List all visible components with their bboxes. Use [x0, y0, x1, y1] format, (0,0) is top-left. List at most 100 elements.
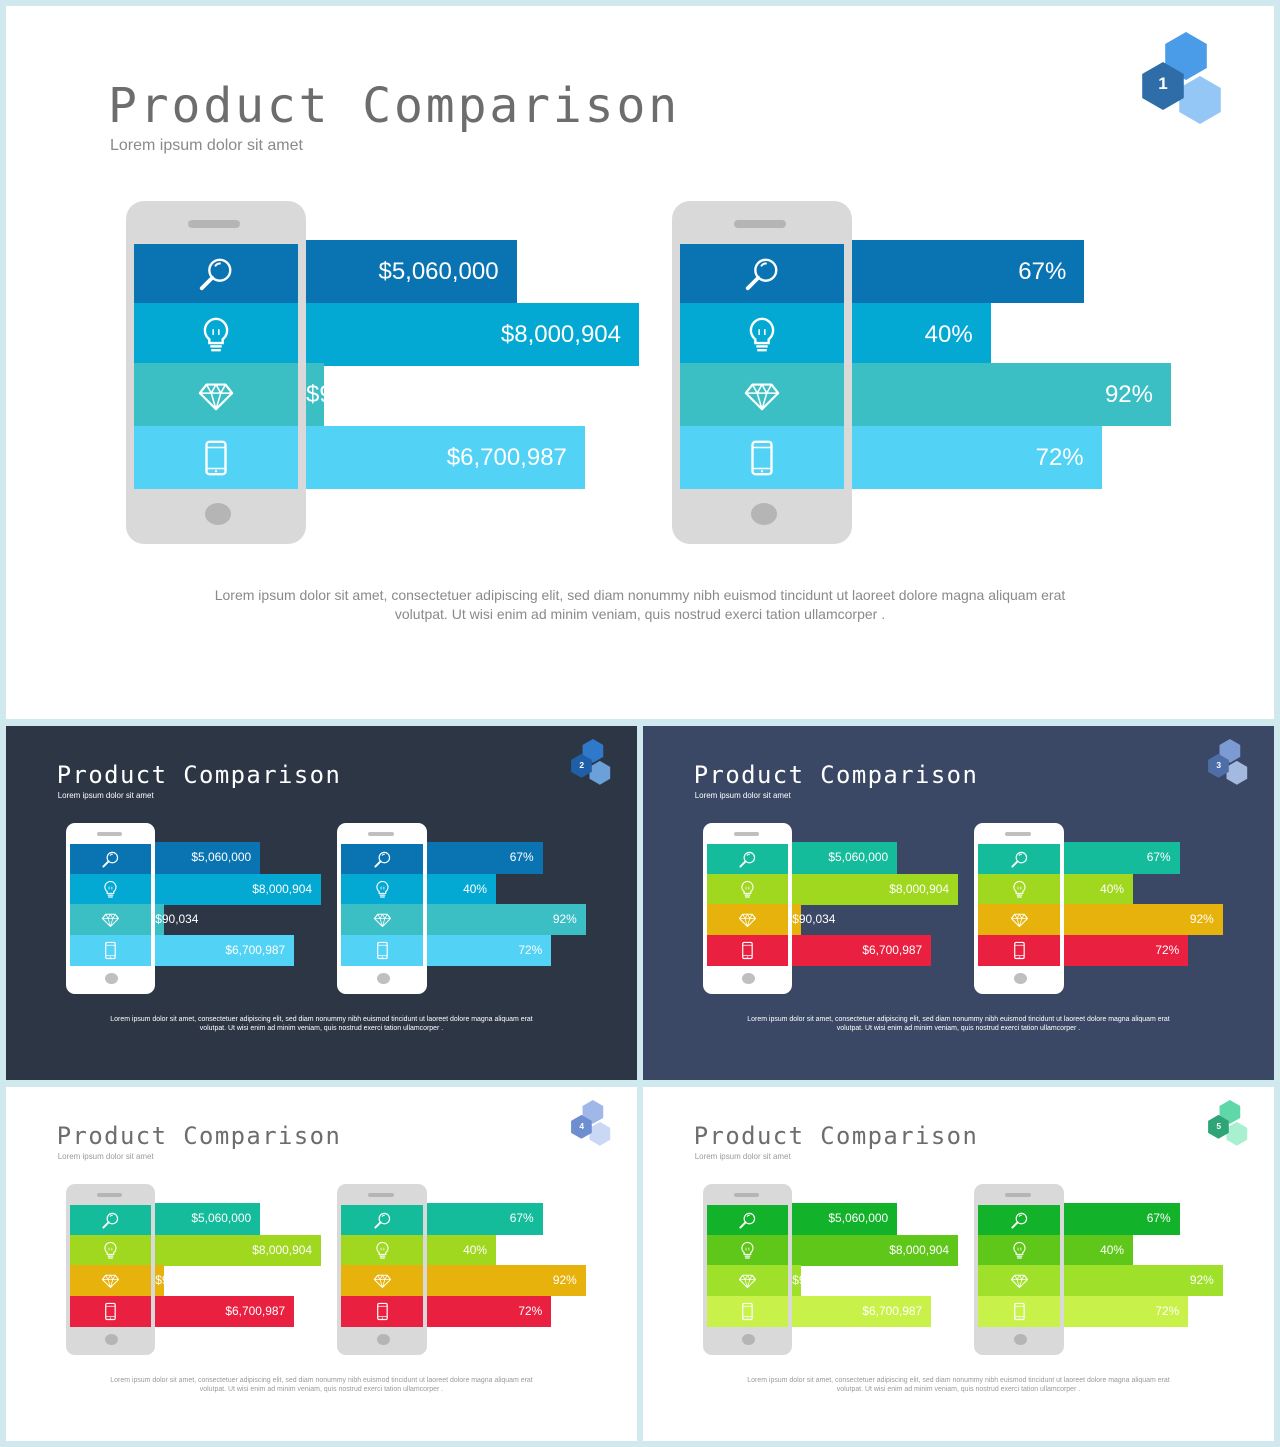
- body-line-1: Lorem ipsum dolor sit amet, consectetuer…: [110, 1015, 533, 1023]
- search-row-icon-cell: [978, 844, 1060, 874]
- diamond-row-icon-cell: [978, 903, 1060, 935]
- bar-mobile: 72%: [852, 426, 1102, 489]
- phone-home-button: [742, 973, 755, 985]
- bar-mobile: 72%: [426, 1296, 552, 1328]
- lightbulb-row-icon-cell: [978, 873, 1060, 906]
- bar-search: $5,060,000: [792, 1203, 898, 1235]
- slide-title: Product Comparison: [693, 760, 979, 789]
- bar-lightbulb: $8,000,904: [306, 303, 639, 366]
- bar-mobile: $6,700,987: [792, 935, 932, 967]
- slide-2: Product Comparison Lorem ipsum dolor sit …: [6, 726, 637, 1080]
- bar-diamond: $90,034: [306, 363, 393, 426]
- bar-search: 67%: [426, 842, 543, 874]
- bar-search: 67%: [426, 1203, 543, 1235]
- mobile-row-icon-cell: [978, 1296, 1060, 1328]
- diamond-row-icon-cell: [706, 1264, 789, 1296]
- mobile-row-icon-cell: [69, 935, 152, 967]
- bar-search: $5,060,000: [306, 240, 517, 303]
- bar-lightbulb: 40%: [852, 303, 991, 366]
- search-icon: [743, 255, 781, 293]
- bar-lightbulb: 40%: [1063, 1234, 1133, 1267]
- bar-lightbulb: 40%: [426, 1234, 496, 1267]
- bar-mobile: $6,700,987: [155, 1296, 295, 1328]
- search-icon: [738, 1211, 757, 1230]
- mobile-row-icon-cell: [69, 1296, 152, 1328]
- mobile-row-icon-cell: [134, 426, 298, 489]
- diamond-row-icon-cell: [341, 1264, 423, 1296]
- mobile-icon: [101, 1302, 120, 1321]
- phone-home-button: [376, 973, 390, 985]
- search-row-icon-cell: [706, 844, 789, 874]
- mobile-icon: [197, 439, 235, 477]
- bar-diamond: $90,034: [792, 903, 835, 935]
- mobile-row-icon-cell: [978, 935, 1060, 967]
- phone-home-button: [376, 1334, 390, 1346]
- bar-diamond: $90,034: [155, 1264, 198, 1296]
- bar-lightbulb: $8,000,904: [792, 1234, 958, 1267]
- diamond-row-icon-cell: [978, 1264, 1060, 1296]
- mobile-row-icon-cell: [706, 1296, 789, 1328]
- phone-home-button: [751, 503, 777, 525]
- search-icon: [373, 1211, 392, 1230]
- lightbulb-icon: [743, 316, 781, 354]
- bar-mobile: $6,700,987: [155, 935, 295, 967]
- bar-mobile: $6,700,987: [306, 426, 585, 489]
- diamond-icon: [1010, 1271, 1029, 1290]
- diamond-row-icon-cell: [680, 363, 844, 426]
- phone-speaker: [1005, 832, 1032, 837]
- slide-subtitle: Lorem ipsum dolor sit amet: [694, 791, 791, 801]
- bar-search: 67%: [852, 240, 1085, 303]
- phone-speaker: [368, 832, 395, 837]
- search-row-icon-cell: [706, 1205, 789, 1235]
- slide-title: Product Comparison: [693, 1121, 979, 1150]
- lightbulb-icon: [738, 1241, 757, 1260]
- lightbulb-icon: [738, 880, 757, 899]
- search-row-icon-cell: [341, 1205, 423, 1235]
- slide-title: Product Comparison: [56, 1121, 342, 1150]
- mobile-icon: [738, 1302, 757, 1321]
- search-icon: [101, 850, 120, 869]
- slide-body-text: Lorem ipsum dolor sit amet, consectetuer…: [643, 1015, 1274, 1034]
- phone-speaker: [96, 832, 123, 837]
- phone-home-button: [1013, 973, 1027, 985]
- mobile-icon: [101, 941, 120, 960]
- phone-speaker: [733, 832, 760, 837]
- slide-1: Product Comparison Lorem ipsum dolor sit …: [6, 6, 1274, 719]
- lightbulb-row-icon-cell: [69, 873, 152, 906]
- slide-number-badge: 1: [1138, 28, 1228, 128]
- body-line-1: Lorem ipsum dolor sit amet, consectetuer…: [110, 1376, 533, 1384]
- slide-title: Product Comparison: [108, 78, 681, 134]
- search-row-icon-cell: [69, 844, 152, 874]
- hexagon-cluster-icon: [1142, 32, 1221, 124]
- body-line-2: volutpat. Ut wisi enim ad minim veniam, …: [836, 1025, 1081, 1033]
- lightbulb-row-icon-cell: [134, 303, 298, 366]
- slide-3: Product Comparison Lorem ipsum dolor sit …: [643, 726, 1274, 1080]
- diamond-icon: [197, 376, 235, 414]
- phone-speaker: [1005, 1193, 1032, 1198]
- slide-subtitle: Lorem ipsum dolor sit amet: [57, 1152, 154, 1162]
- bar-mobile: 72%: [1063, 935, 1189, 967]
- diamond-row-icon-cell: [341, 903, 423, 935]
- lightbulb-icon: [101, 880, 120, 899]
- slide-5: Product Comparison Lorem ipsum dolor sit …: [643, 1087, 1274, 1441]
- slide-number: 3: [1216, 759, 1222, 770]
- bar-diamond: 92%: [852, 363, 1171, 426]
- lightbulb-icon: [373, 880, 392, 899]
- bar-search: $5,060,000: [792, 842, 898, 874]
- diamond-icon: [743, 376, 781, 414]
- diamond-icon: [373, 1271, 392, 1290]
- search-row-icon-cell: [341, 844, 423, 874]
- bar-lightbulb: $8,000,904: [792, 873, 958, 906]
- lightbulb-row-icon-cell: [680, 303, 844, 366]
- search-icon: [1010, 1211, 1029, 1230]
- diamond-icon: [738, 1271, 757, 1290]
- slide-number-badge: 2: [569, 737, 614, 787]
- diamond-icon: [101, 910, 120, 929]
- bar-diamond: 92%: [426, 1264, 586, 1296]
- bar-diamond: $90,034: [155, 903, 198, 935]
- slide-number-badge: 4: [569, 1098, 614, 1148]
- mobile-row-icon-cell: [341, 1296, 423, 1328]
- lightbulb-row-icon-cell: [341, 1234, 423, 1267]
- diamond-row-icon-cell: [69, 903, 152, 935]
- phone-home-button: [742, 1334, 755, 1346]
